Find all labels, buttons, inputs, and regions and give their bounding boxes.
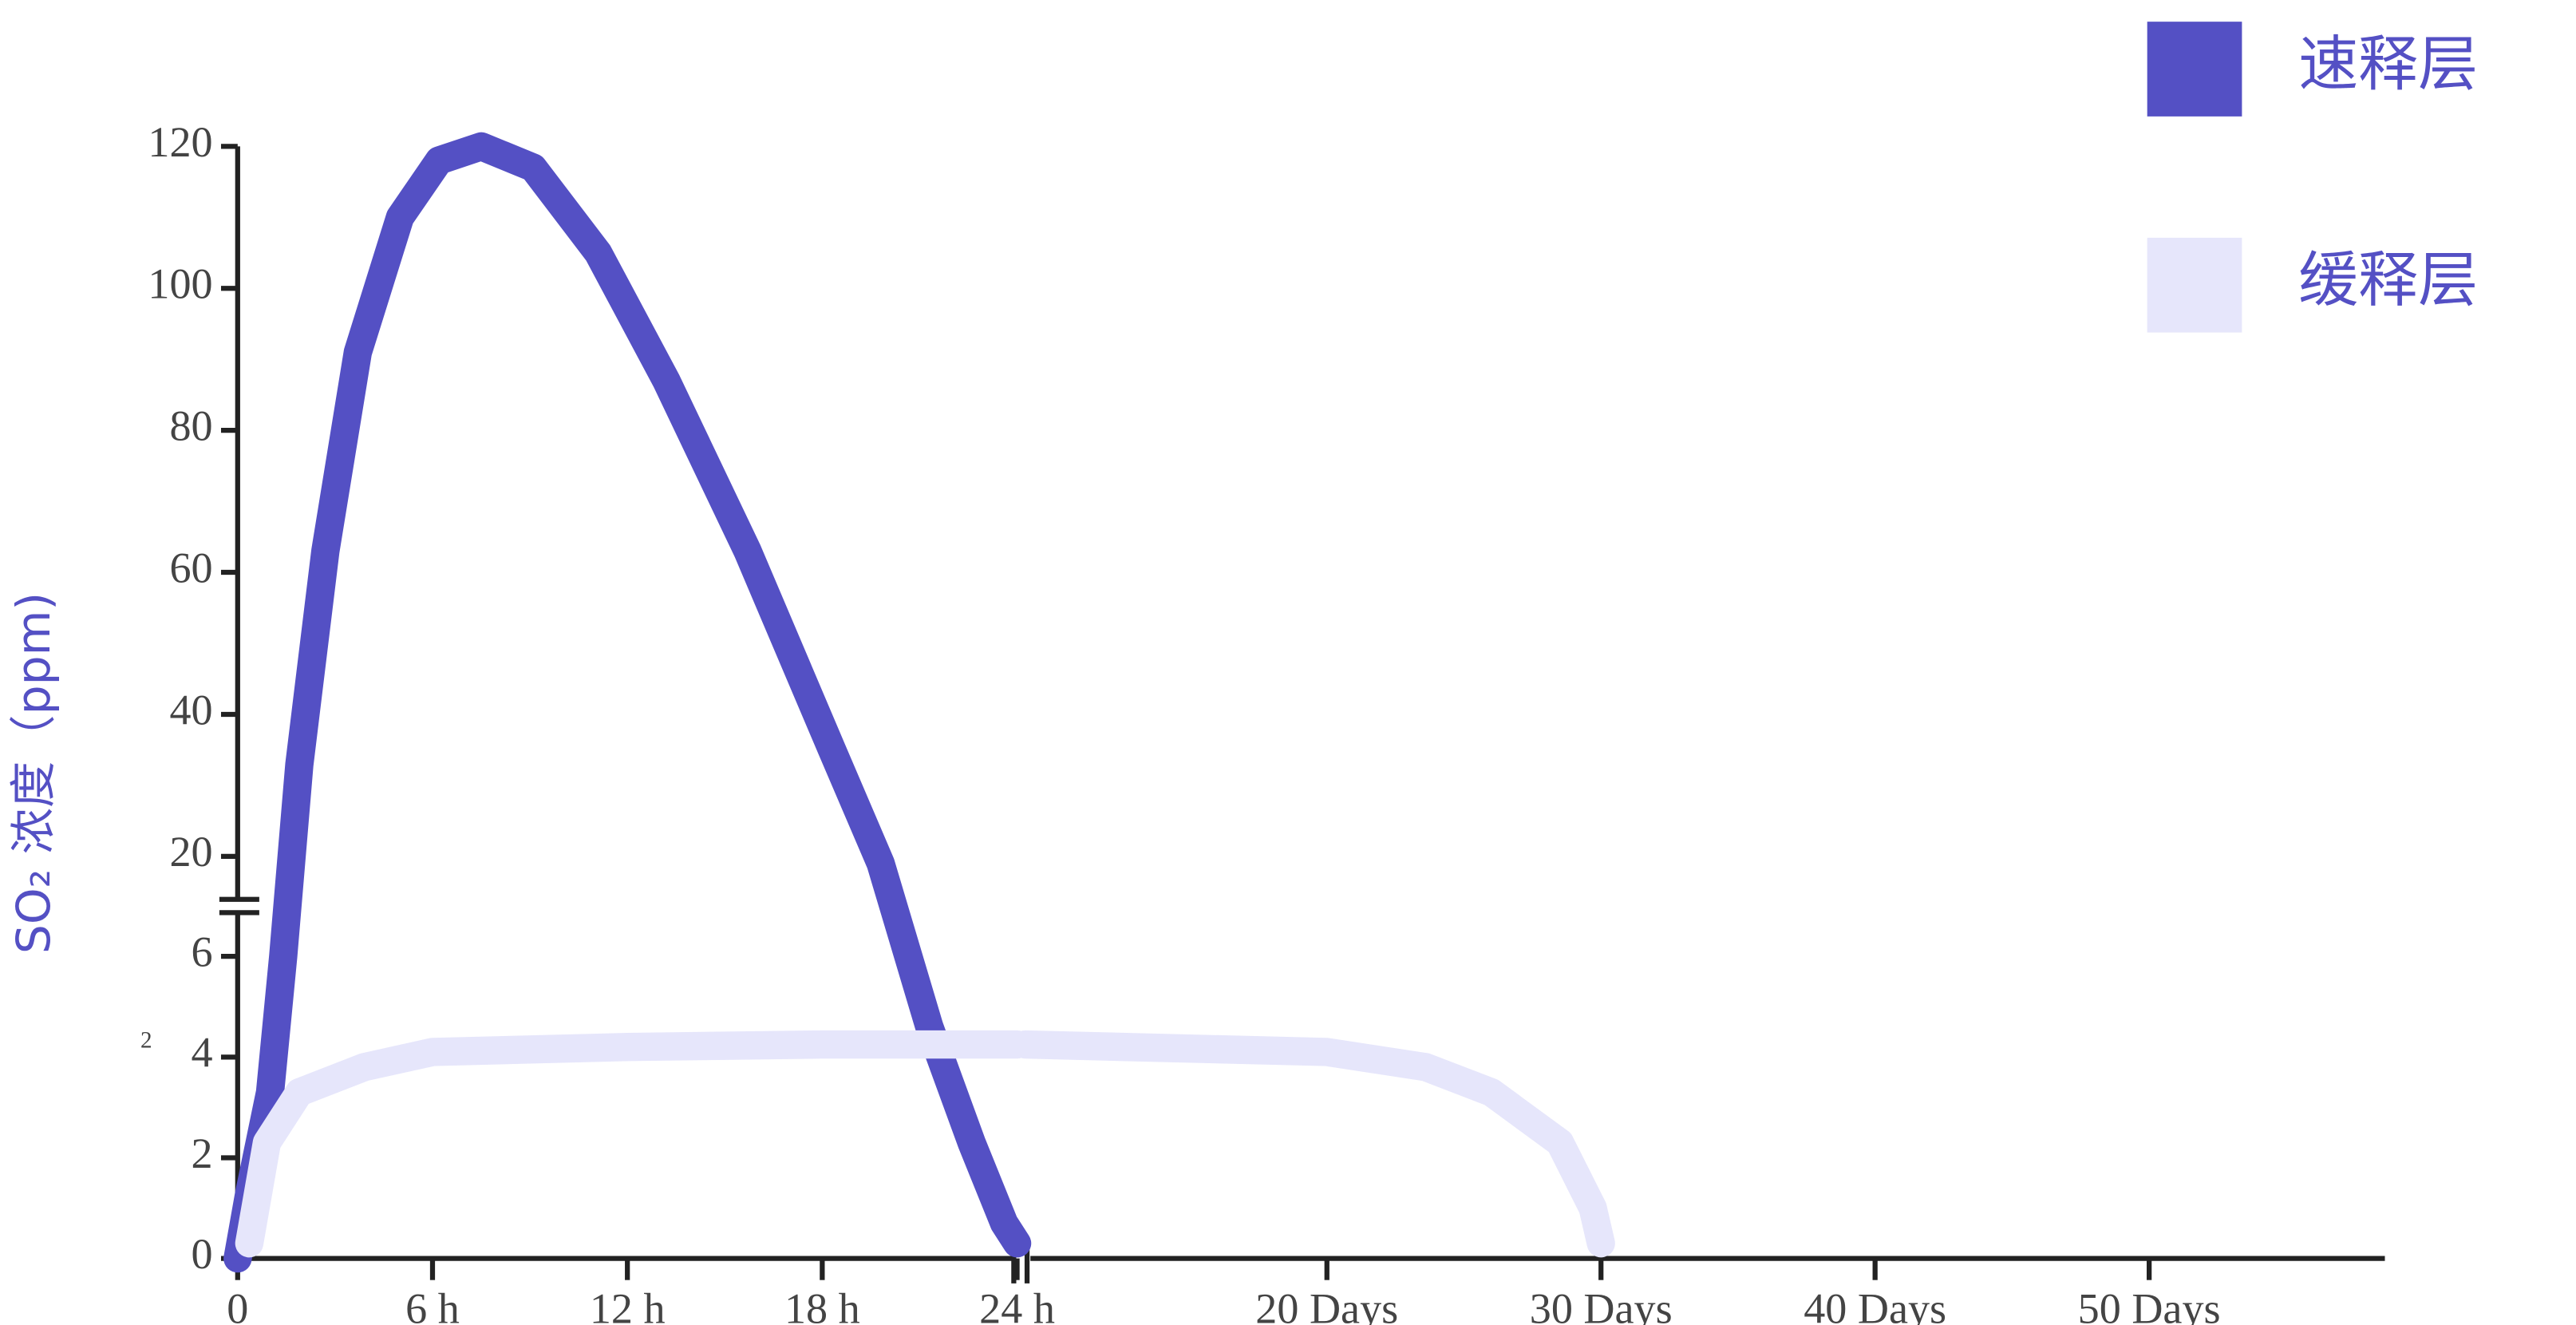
legend-swatch — [2147, 22, 2242, 117]
x-tick-label: 6 h — [405, 1285, 460, 1325]
legend-swatch — [2147, 237, 2242, 333]
series-line — [235, 1030, 1032, 1258]
x-tick-label: 18 h — [784, 1285, 860, 1325]
y-tick-label: 100 — [148, 260, 212, 308]
x-tick-label: 24 h — [979, 1285, 1055, 1325]
y-tick-label: 2 — [192, 1129, 213, 1177]
legend-label: 缓释层 — [2298, 245, 2478, 315]
x-tick-label: 0 — [227, 1285, 248, 1325]
series-line — [1011, 1030, 1615, 1258]
x-tick-label: 40 Days — [1804, 1285, 1946, 1325]
y-tick-label: 0 — [192, 1230, 213, 1278]
x-tick-label: 12 h — [590, 1285, 666, 1325]
x-tick-label: 20 Days — [1255, 1285, 1398, 1325]
y-tick-label: 20 — [169, 828, 212, 876]
y-tick-label: 4 — [192, 1029, 213, 1077]
y-tick-label: 6 — [192, 928, 213, 976]
y-tick-label: 40 — [169, 686, 212, 734]
y-tick-label: 120 — [148, 118, 212, 166]
y-tick-label: 60 — [169, 544, 212, 591]
axes — [215, 146, 2385, 1285]
legend-label: 速释层 — [2298, 29, 2478, 99]
annotation: 2 — [140, 1028, 152, 1054]
y-tick-label: 80 — [169, 402, 212, 450]
x-tick-label: 50 Days — [2078, 1285, 2221, 1325]
series-line — [223, 132, 1032, 1273]
x-tick-label: 30 Days — [1530, 1285, 1673, 1325]
y-axis-label: SO₂ 浓度（ppm) — [6, 592, 61, 954]
